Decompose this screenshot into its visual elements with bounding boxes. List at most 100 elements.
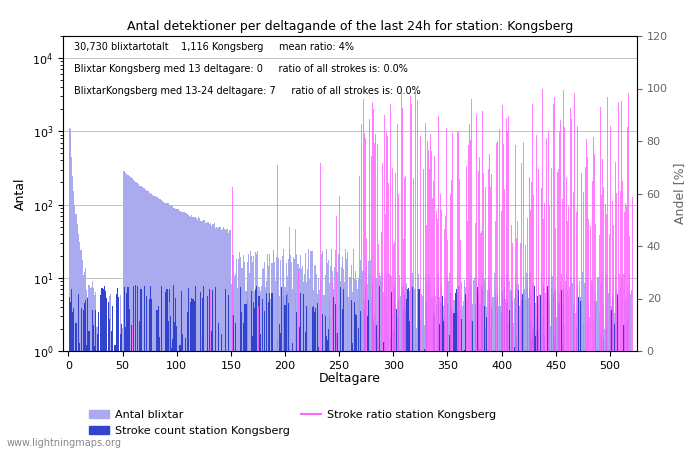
- Bar: [583, 323, 584, 450]
- Bar: [442, 306, 444, 450]
- Bar: [577, 284, 578, 450]
- Bar: [507, 302, 508, 450]
- Bar: [488, 278, 489, 450]
- Y-axis label: Antal: Antal: [14, 177, 27, 210]
- Bar: [104, 336, 105, 450]
- Bar: [88, 284, 90, 450]
- Bar: [601, 335, 602, 450]
- Bar: [93, 288, 94, 450]
- Bar: [369, 275, 370, 450]
- Bar: [301, 269, 302, 450]
- Bar: [328, 260, 329, 450]
- Bar: [412, 273, 414, 450]
- Bar: [129, 309, 130, 450]
- Bar: [561, 303, 563, 450]
- Bar: [215, 228, 216, 450]
- Bar: [229, 230, 230, 450]
- Bar: [564, 325, 565, 450]
- Bar: [374, 313, 375, 450]
- Bar: [130, 177, 131, 450]
- Bar: [606, 275, 607, 450]
- Bar: [355, 315, 356, 450]
- Bar: [217, 228, 218, 450]
- Bar: [210, 223, 211, 450]
- Bar: [398, 305, 399, 450]
- Bar: [144, 189, 145, 450]
- Bar: [522, 293, 523, 450]
- Bar: [566, 274, 567, 450]
- Bar: [153, 196, 155, 450]
- Bar: [594, 300, 595, 450]
- Bar: [472, 321, 473, 450]
- Bar: [84, 302, 85, 450]
- Bar: [568, 295, 569, 450]
- Bar: [124, 171, 125, 450]
- Bar: [624, 300, 626, 450]
- Bar: [537, 296, 538, 450]
- Bar: [595, 302, 596, 450]
- Bar: [176, 326, 177, 450]
- Bar: [582, 272, 583, 450]
- Bar: [139, 186, 141, 450]
- Bar: [373, 327, 374, 450]
- Bar: [74, 205, 76, 450]
- Bar: [172, 339, 173, 450]
- Bar: [272, 250, 274, 450]
- Bar: [543, 286, 545, 450]
- Bar: [225, 230, 226, 450]
- Bar: [372, 275, 373, 450]
- Bar: [120, 333, 121, 450]
- Bar: [491, 307, 492, 450]
- Bar: [309, 279, 311, 450]
- Bar: [626, 285, 628, 450]
- Bar: [173, 208, 174, 450]
- Bar: [361, 276, 363, 450]
- Bar: [186, 212, 187, 450]
- Bar: [512, 302, 513, 450]
- Bar: [401, 288, 402, 450]
- Bar: [394, 289, 395, 450]
- Bar: [135, 181, 136, 450]
- Bar: [228, 295, 229, 450]
- Bar: [174, 322, 175, 450]
- Bar: [82, 261, 83, 450]
- Bar: [600, 284, 601, 450]
- Bar: [508, 323, 509, 450]
- Bar: [105, 328, 106, 450]
- Bar: [602, 274, 603, 450]
- Bar: [522, 296, 523, 450]
- Bar: [254, 291, 256, 450]
- Bar: [105, 291, 106, 450]
- Bar: [286, 292, 288, 450]
- Bar: [327, 263, 328, 450]
- Bar: [280, 260, 281, 450]
- Bar: [151, 299, 153, 450]
- Bar: [363, 310, 365, 450]
- Bar: [606, 328, 607, 450]
- Bar: [329, 299, 330, 450]
- Bar: [559, 283, 561, 450]
- Bar: [150, 193, 151, 450]
- Bar: [149, 299, 150, 450]
- Bar: [281, 296, 282, 450]
- Bar: [71, 289, 72, 450]
- Bar: [419, 307, 420, 450]
- Bar: [428, 284, 430, 450]
- Bar: [203, 220, 204, 450]
- Bar: [284, 287, 286, 450]
- Bar: [472, 304, 473, 450]
- Bar: [155, 310, 157, 450]
- Bar: [113, 351, 114, 450]
- Bar: [198, 217, 199, 450]
- Bar: [615, 275, 616, 450]
- Bar: [80, 250, 81, 450]
- Bar: [542, 316, 543, 450]
- Bar: [579, 281, 580, 450]
- Bar: [516, 284, 517, 450]
- Bar: [148, 191, 149, 450]
- Bar: [278, 258, 279, 450]
- Bar: [253, 256, 254, 450]
- Bar: [268, 266, 270, 450]
- Bar: [193, 302, 195, 450]
- Bar: [407, 300, 408, 450]
